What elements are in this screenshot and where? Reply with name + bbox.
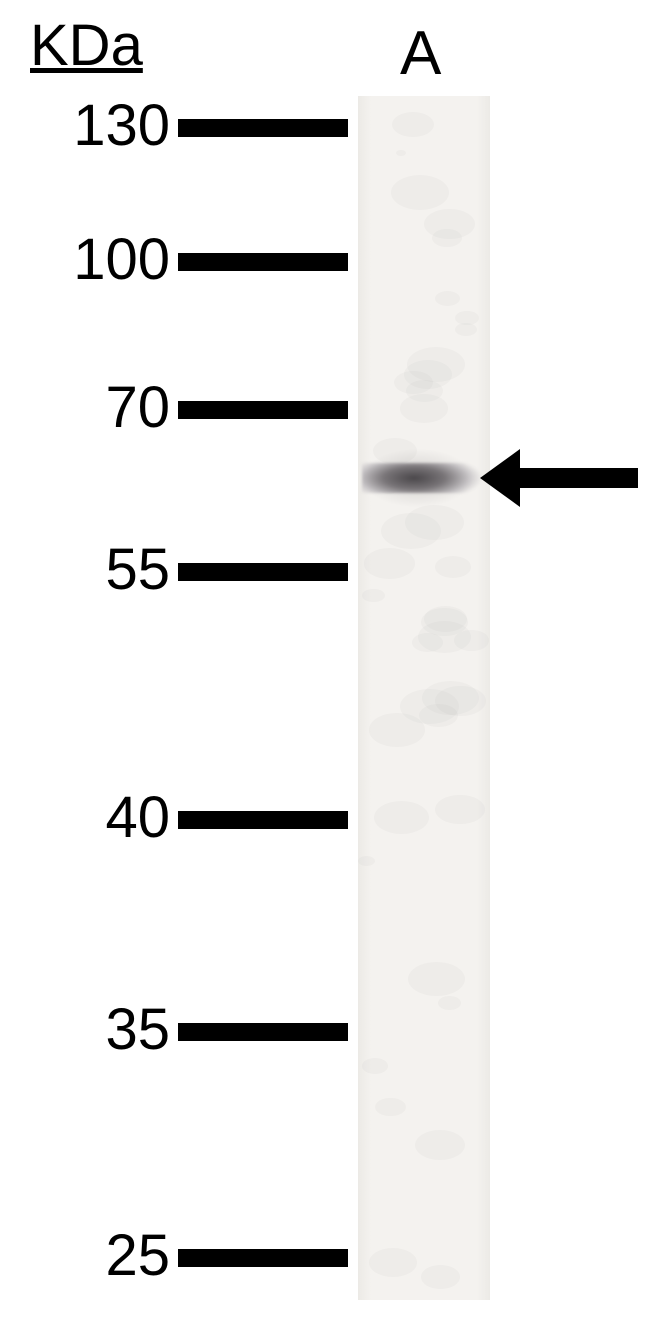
- ladder-tick: [178, 563, 348, 581]
- pointer-arrow-shaft: [520, 468, 638, 488]
- axis-unit-label: KDa: [30, 12, 143, 79]
- ladder-label: 25: [0, 1222, 170, 1289]
- ladder-label: 35: [0, 996, 170, 1063]
- ladder-tick: [178, 811, 348, 829]
- pointer-arrow-head-icon: [480, 449, 520, 507]
- ladder-tick: [178, 253, 348, 271]
- ladder-label: 70: [0, 374, 170, 441]
- ladder-label: 40: [0, 784, 170, 851]
- blot-figure: KDa A 130 100 70 55 40 35 25: [0, 0, 650, 1328]
- lane-label: A: [400, 18, 441, 89]
- ladder-tick: [178, 401, 348, 419]
- ladder-label: 100: [0, 226, 170, 293]
- ladder-label: 130: [0, 92, 170, 159]
- ladder-tick: [178, 119, 348, 137]
- ladder-tick: [178, 1023, 348, 1041]
- protein-band-halo: [358, 448, 490, 508]
- ladder-tick: [178, 1249, 348, 1267]
- ladder-label: 55: [0, 536, 170, 603]
